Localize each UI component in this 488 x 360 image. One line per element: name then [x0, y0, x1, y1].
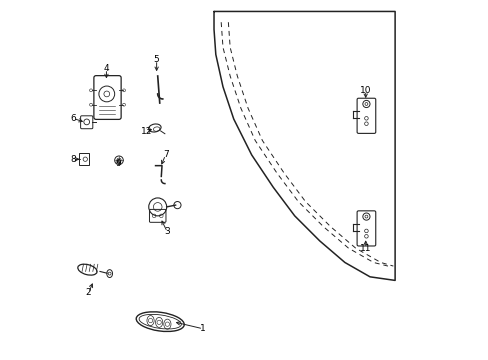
Text: 4: 4	[103, 64, 109, 73]
Text: 3: 3	[164, 228, 170, 237]
Text: 1: 1	[200, 324, 206, 333]
Text: 7: 7	[163, 150, 168, 159]
Text: 2: 2	[85, 288, 91, 297]
Text: 6: 6	[70, 114, 76, 123]
Text: 10: 10	[359, 86, 371, 95]
Text: 9: 9	[115, 159, 121, 168]
Text: 12: 12	[141, 127, 152, 136]
Text: 8: 8	[70, 155, 76, 164]
Text: 11: 11	[359, 244, 371, 253]
Text: 5: 5	[153, 55, 159, 64]
